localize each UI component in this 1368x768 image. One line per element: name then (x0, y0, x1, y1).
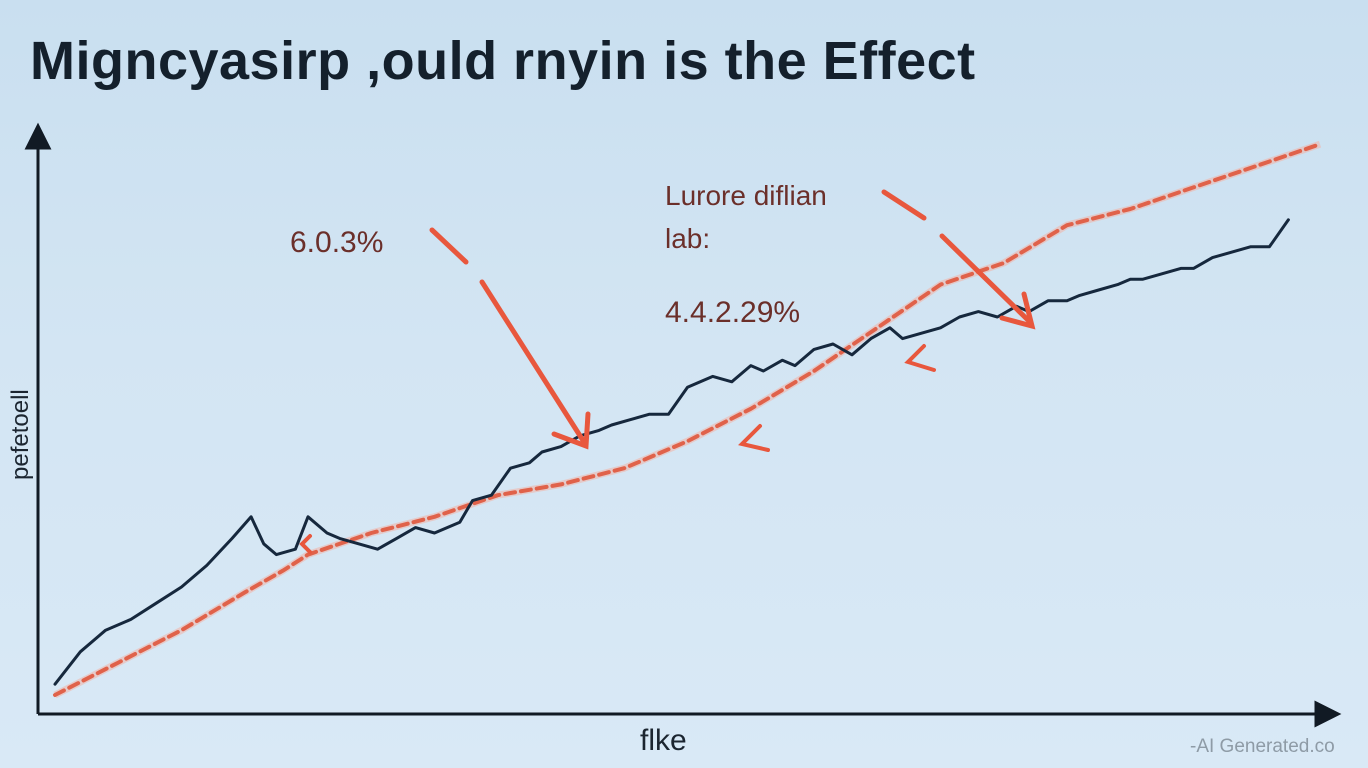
annotation-right-value: 4.4.2.29% (665, 296, 800, 329)
annotation-arrow-right-head (999, 291, 1036, 330)
trend-chevron (738, 424, 770, 452)
annotation-dash-right (881, 189, 927, 221)
annotation-right-title: Lurore diflian (665, 180, 827, 211)
trend-chevron (299, 534, 312, 554)
y-axis-label: pefetoell (7, 389, 34, 480)
chart-title: Migncyasirp ,ould rnyin is the Effect (30, 31, 976, 91)
series-data-line (53, 218, 1290, 686)
annotation-arrow-left (479, 279, 587, 445)
trend-chevron (904, 344, 936, 372)
x-axis-label: flke (640, 724, 687, 757)
annotation-dash-left (429, 227, 469, 265)
annotation-arrows (429, 189, 1036, 450)
series-trend-line (53, 142, 1322, 697)
watermark: -AI Generated.co (1190, 736, 1335, 757)
annotation-right-subtitle: lab: (665, 223, 710, 254)
trend-chevrons (299, 344, 936, 554)
annotation-arrow-left-head (551, 411, 591, 450)
annotation-arrow-right (939, 233, 1033, 325)
series-layer (53, 140, 1322, 699)
annotation-left-value: 6.0.3% (290, 226, 383, 259)
